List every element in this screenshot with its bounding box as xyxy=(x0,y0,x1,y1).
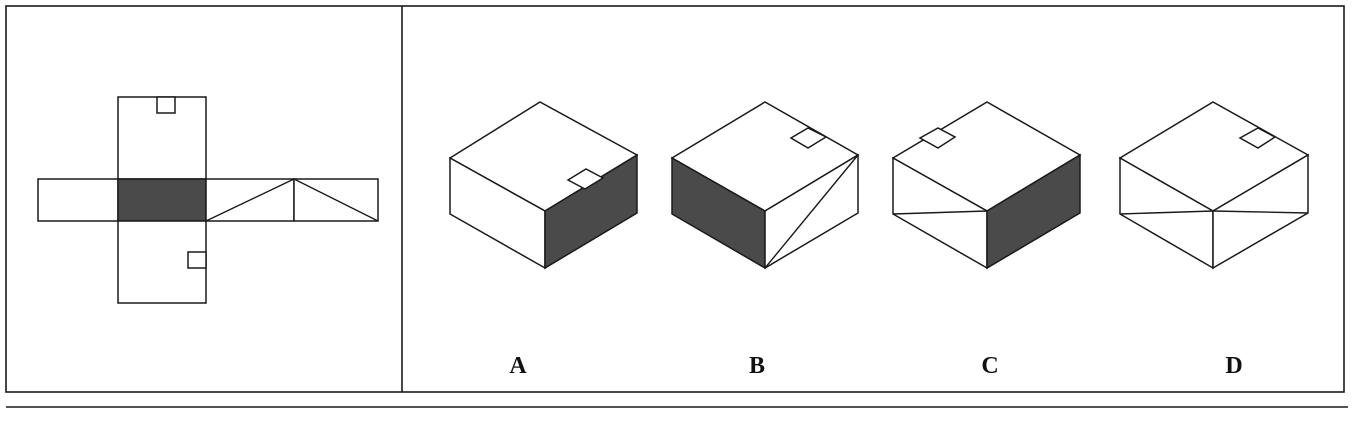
option-b-box xyxy=(670,101,860,270)
box-c-notch xyxy=(918,127,957,149)
box-c-right-shaded xyxy=(986,153,1081,270)
option-a-box xyxy=(448,101,639,270)
net-face-shaded xyxy=(117,178,207,222)
box-b-diagonal xyxy=(764,154,859,269)
net-face-left xyxy=(37,178,119,222)
box-a-right-shaded xyxy=(544,153,638,270)
cube-net xyxy=(37,96,379,304)
option-d-box xyxy=(1118,101,1310,270)
net-notch-bottom xyxy=(187,251,207,269)
box-d-diagonal-right xyxy=(1212,210,1309,214)
option-c-label: C xyxy=(981,353,998,379)
option-c-box xyxy=(891,101,1082,270)
box-d-diagonal-left xyxy=(1119,210,1214,215)
option-d-label: D xyxy=(1225,353,1242,379)
option-b-label: B xyxy=(749,353,765,379)
box-b-notch xyxy=(789,127,828,149)
net-diagonal-a xyxy=(205,178,295,222)
box-a-notch xyxy=(566,168,605,190)
box-c-diagonal xyxy=(892,210,988,215)
net-notch-top xyxy=(156,96,176,114)
box-d-notch xyxy=(1238,127,1277,149)
option-a-label: A xyxy=(509,353,527,379)
net-diagonal-b xyxy=(293,178,379,222)
outer-border xyxy=(5,5,1345,393)
figure-frame xyxy=(5,5,1348,408)
